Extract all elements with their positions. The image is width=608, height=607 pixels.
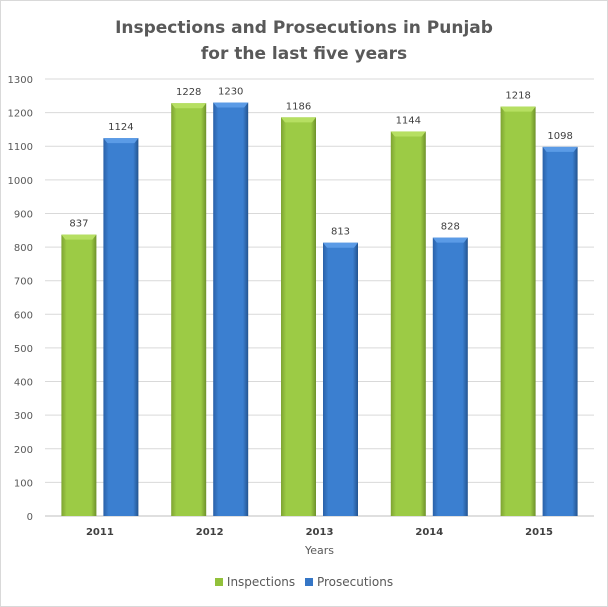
legend-label-prosecutions: Prosecutions: [316, 575, 394, 589]
y-tick-label: 100: [14, 478, 33, 489]
data-label: 1218: [505, 91, 530, 102]
data-label: 1098: [547, 131, 572, 142]
x-tick-label: 2014: [415, 527, 443, 538]
data-label: 828: [441, 222, 460, 233]
bar-bevel: [432, 237, 468, 243]
bar-inspections-2015: [500, 106, 536, 517]
bar-bevel: [171, 103, 207, 109]
legend-item-inspections: Inspections: [214, 575, 296, 589]
chart-title: Inspections and Prosecutions in Punjab f…: [1, 15, 607, 67]
legend-item-prosecutions: Prosecutions: [304, 575, 394, 589]
bar-bevel: [542, 146, 578, 152]
data-label: 1144: [396, 115, 421, 126]
data-label: 1124: [108, 122, 133, 133]
y-tick-label: 300: [14, 411, 33, 422]
bar-bevel: [213, 102, 249, 108]
bar-prosecutions-2012: [213, 102, 249, 517]
bar-prosecutions-2011: [103, 138, 139, 516]
x-axis-title: Years: [304, 544, 334, 557]
y-tick-label: 500: [14, 344, 33, 355]
bar-inspections-2011: [61, 234, 97, 517]
data-label: 813: [331, 227, 350, 238]
legend: Inspections Prosecutions: [1, 575, 607, 589]
bar-prosecutions-2013: [323, 242, 358, 517]
legend-swatch-prosecutions: [304, 578, 313, 586]
data-label: 837: [69, 219, 88, 230]
x-tick-label: 2013: [306, 527, 334, 538]
bar-bevel: [500, 106, 536, 112]
data-label: 1186: [286, 101, 311, 112]
bar-bevel: [323, 242, 358, 248]
bar-inspections-2013: [281, 117, 316, 517]
y-tick-label: 700: [14, 277, 33, 288]
bar-prosecutions-2014: [432, 237, 468, 516]
y-tick-label: 600: [14, 310, 33, 321]
y-tick-label: 200: [14, 445, 33, 456]
y-tick-label: 1000: [8, 176, 33, 187]
bar-prosecutions-2015: [542, 146, 578, 516]
x-tick-label: 2011: [86, 527, 114, 538]
legend-swatch-inspections: [214, 578, 223, 586]
x-tick-label: 2015: [525, 527, 553, 538]
chart-subtitle: for the last five years: [200, 44, 408, 64]
bar-bevel: [390, 131, 426, 137]
bar-bevel: [281, 117, 316, 123]
y-tick-label: 1300: [8, 75, 33, 86]
bar-bevel: [61, 234, 97, 240]
bar-bevel: [103, 138, 139, 144]
data-label: 1230: [218, 87, 243, 98]
y-tick-label: 1100: [8, 142, 33, 153]
bar-inspections-2012: [171, 103, 207, 517]
y-tick-label: 900: [14, 209, 33, 220]
chart-title-line1: Inspections and Prosecutions in Punjab: [115, 18, 493, 38]
y-tick-label: 800: [14, 243, 33, 254]
data-label: 1228: [176, 87, 201, 98]
x-tick-label: 2012: [196, 527, 224, 538]
y-tick-label: 0: [27, 512, 33, 523]
bar-inspections-2014: [390, 131, 426, 516]
y-tick-label: 1200: [8, 109, 33, 120]
legend-label-inspections: Inspections: [226, 575, 296, 589]
y-tick-label: 400: [14, 378, 33, 389]
